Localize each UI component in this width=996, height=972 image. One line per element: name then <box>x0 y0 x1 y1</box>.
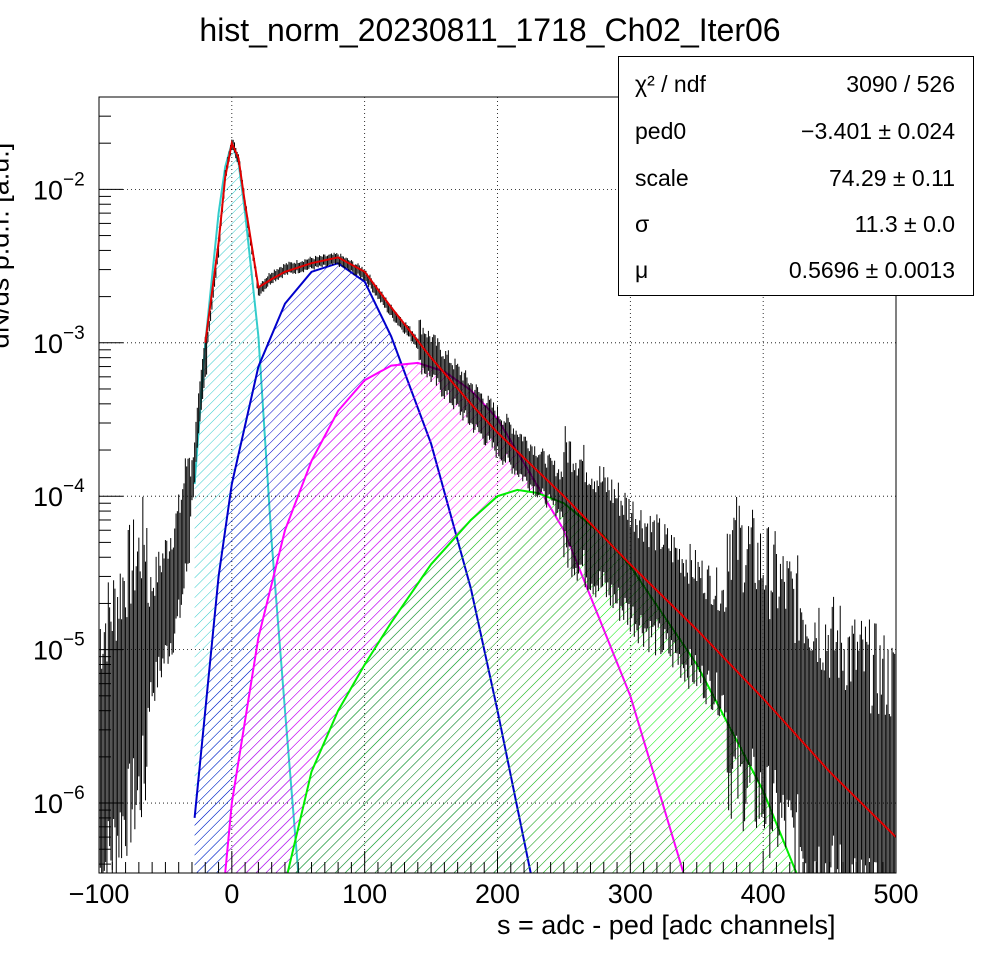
stat-name: χ² / ndf <box>635 71 706 97</box>
x-tick-label: 500 <box>873 879 918 909</box>
x-tick-label: 200 <box>475 879 520 909</box>
stat-row-chi2: χ² / ndf 3090 / 526 <box>619 63 973 109</box>
x-tick-label: 0 <box>224 879 239 909</box>
stat-value: 0.5696 ± 0.0013 <box>788 257 955 283</box>
stat-name: ped0 <box>635 118 687 144</box>
y-tick-exponent: −4 <box>63 476 85 497</box>
stat-value: 3090 / 526 <box>846 71 955 97</box>
y-tick-exponent: −3 <box>63 323 85 344</box>
x-tick-label: 100 <box>342 879 387 909</box>
y-tick-exponent: −6 <box>63 783 85 804</box>
x-axis-label: s = adc - ped [adc channels] <box>497 910 836 940</box>
x-tick-label: 300 <box>608 879 653 909</box>
y-axis-label: dN/ds p.d.f. [a.u.] <box>0 142 15 349</box>
component-fill <box>287 489 797 873</box>
stat-row-mu: μ 0.5696 ± 0.0013 <box>619 249 973 295</box>
x-tick-label: −100 <box>69 879 130 909</box>
y-tick-label: 10−5 <box>33 630 85 666</box>
stat-value: 11.3 ± 0.0 <box>854 211 955 237</box>
fit-statistics-box: χ² / ndf 3090 / 526 ped0 −3.401 ± 0.024 … <box>618 56 974 296</box>
stat-value: −3.401 ± 0.024 <box>801 118 955 144</box>
total-fit-line <box>204 139 896 838</box>
x-tick-label: 400 <box>741 879 786 909</box>
y-tick-exponent: −2 <box>63 169 85 190</box>
stat-name: σ <box>635 211 650 237</box>
y-tick-label: 10−4 <box>33 476 85 512</box>
stat-row-sigma: σ 11.3 ± 0.0 <box>619 203 973 249</box>
y-tick-label: 10−2 <box>33 169 85 205</box>
chart-title: hist_norm_20230811_1718_Ch02_Iter06 <box>199 12 781 48</box>
ticks <box>98 96 897 873</box>
stat-row-scale: scale 74.29 ± 0.11 <box>619 157 973 203</box>
stat-row-ped0: ped0 −3.401 ± 0.024 <box>619 110 973 156</box>
stat-name: scale <box>635 165 689 191</box>
plot-area <box>99 139 896 873</box>
y-tick-label: 10−3 <box>33 323 85 359</box>
stat-value: 74.29 ± 0.11 <box>828 165 955 191</box>
y-tick-exponent: −5 <box>63 630 85 651</box>
stat-name: μ <box>635 257 649 283</box>
y-tick-label: 10−6 <box>33 783 85 819</box>
component-curve <box>224 361 685 873</box>
